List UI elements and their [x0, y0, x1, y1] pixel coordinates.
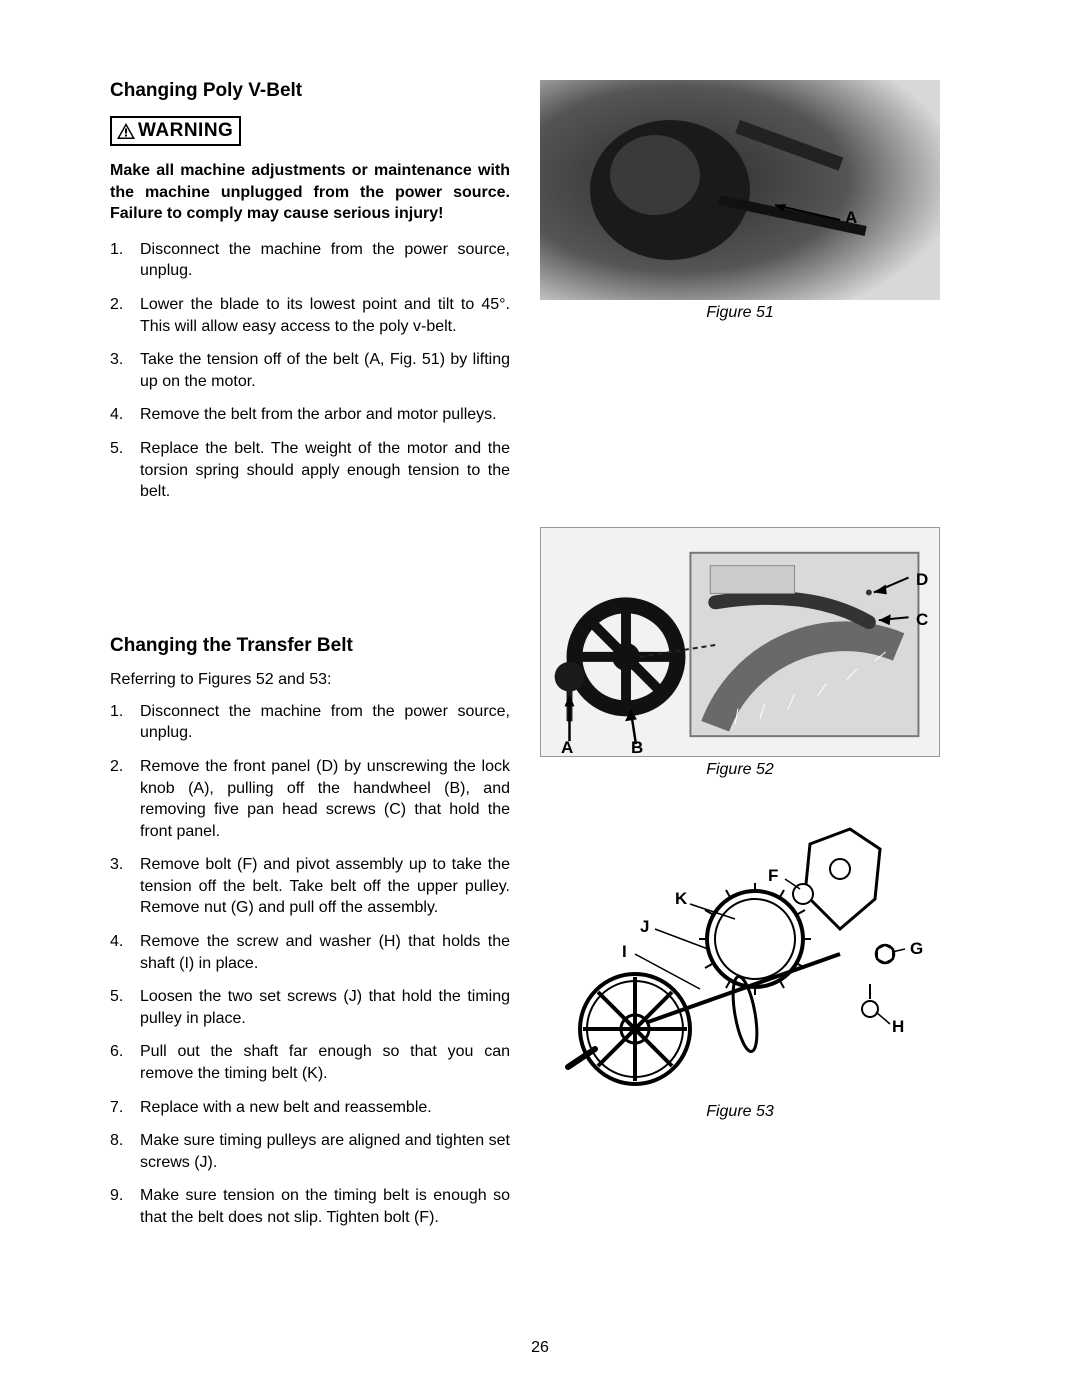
figure-52-label-d: D — [916, 570, 928, 590]
page-number: 26 — [0, 1339, 1080, 1357]
figure-53: K J I F G H Figure 53 — [540, 799, 940, 1121]
figure-53-svg — [540, 799, 940, 1099]
figure-52-caption: Figure 52 — [540, 761, 940, 779]
step-item: Remove bolt (F) and pivot assembly up to… — [110, 854, 510, 919]
figure-52-label-c: C — [916, 610, 928, 630]
figure-52: A B C D Figure 52 — [540, 527, 940, 779]
step-item: Loosen the two set screws (J) that hold … — [110, 986, 510, 1029]
figure-51: A Figure 51 — [540, 80, 940, 322]
figure-51-caption: Figure 51 — [540, 304, 940, 322]
left-column: Changing Poly V-Belt WARNING Make all ma… — [110, 80, 510, 1241]
warning-badge: WARNING — [110, 116, 241, 146]
section2-steps: Disconnect the machine from the power so… — [110, 701, 510, 1229]
warning-triangle-icon — [116, 122, 136, 140]
figure-53-label-h: H — [892, 1017, 904, 1037]
figure-51-label-a: A — [845, 208, 857, 228]
figure-52-label-b: B — [631, 738, 643, 758]
figure-52-image: A B C D — [540, 527, 940, 757]
figure-51-image: A — [540, 80, 940, 300]
figure-51-svg — [540, 80, 940, 300]
figure-53-label-j: J — [640, 917, 649, 937]
step-item: Disconnect the machine from the power so… — [110, 701, 510, 744]
section2-intro: Referring to Figures 52 and 53: — [110, 671, 510, 689]
figure-53-image: K J I F G H — [540, 799, 940, 1099]
section1-steps: Disconnect the machine from the power so… — [110, 239, 510, 503]
figure-53-caption: Figure 53 — [540, 1103, 940, 1121]
step-item: Remove the front panel (D) by unscrewing… — [110, 756, 510, 842]
warning-paragraph: Make all machine adjustments or maintena… — [110, 160, 510, 225]
step-item: Disconnect the machine from the power so… — [110, 239, 510, 282]
page-content: Changing Poly V-Belt WARNING Make all ma… — [110, 80, 970, 1241]
figure-52-svg — [541, 528, 939, 756]
step-item: Remove the screw and washer (H) that hol… — [110, 931, 510, 974]
step-item: Lower the blade to its lowest point and … — [110, 294, 510, 337]
step-item: Remove the belt from the arbor and motor… — [110, 404, 510, 426]
section2-heading: Changing the Transfer Belt — [110, 635, 510, 657]
step-item: Make sure tension on the timing belt is … — [110, 1185, 510, 1228]
figure-52-label-a: A — [561, 738, 573, 758]
warning-label-text: WARNING — [138, 120, 233, 142]
section1-heading: Changing Poly V-Belt — [110, 80, 510, 102]
step-item: Replace the belt. The weight of the moto… — [110, 438, 510, 503]
right-column: A Figure 51 — [540, 80, 940, 1241]
step-item: Take the tension off of the belt (A, Fig… — [110, 349, 510, 392]
figure-53-label-i: I — [622, 942, 627, 962]
figure-53-label-k: K — [675, 889, 687, 909]
step-item: Replace with a new belt and reassemble. — [110, 1097, 510, 1119]
step-item: Make sure timing pulleys are aligned and… — [110, 1130, 510, 1173]
figure-53-label-g: G — [910, 939, 923, 959]
figure-53-label-f: F — [768, 866, 778, 886]
step-item: Pull out the shaft far enough so that yo… — [110, 1041, 510, 1084]
